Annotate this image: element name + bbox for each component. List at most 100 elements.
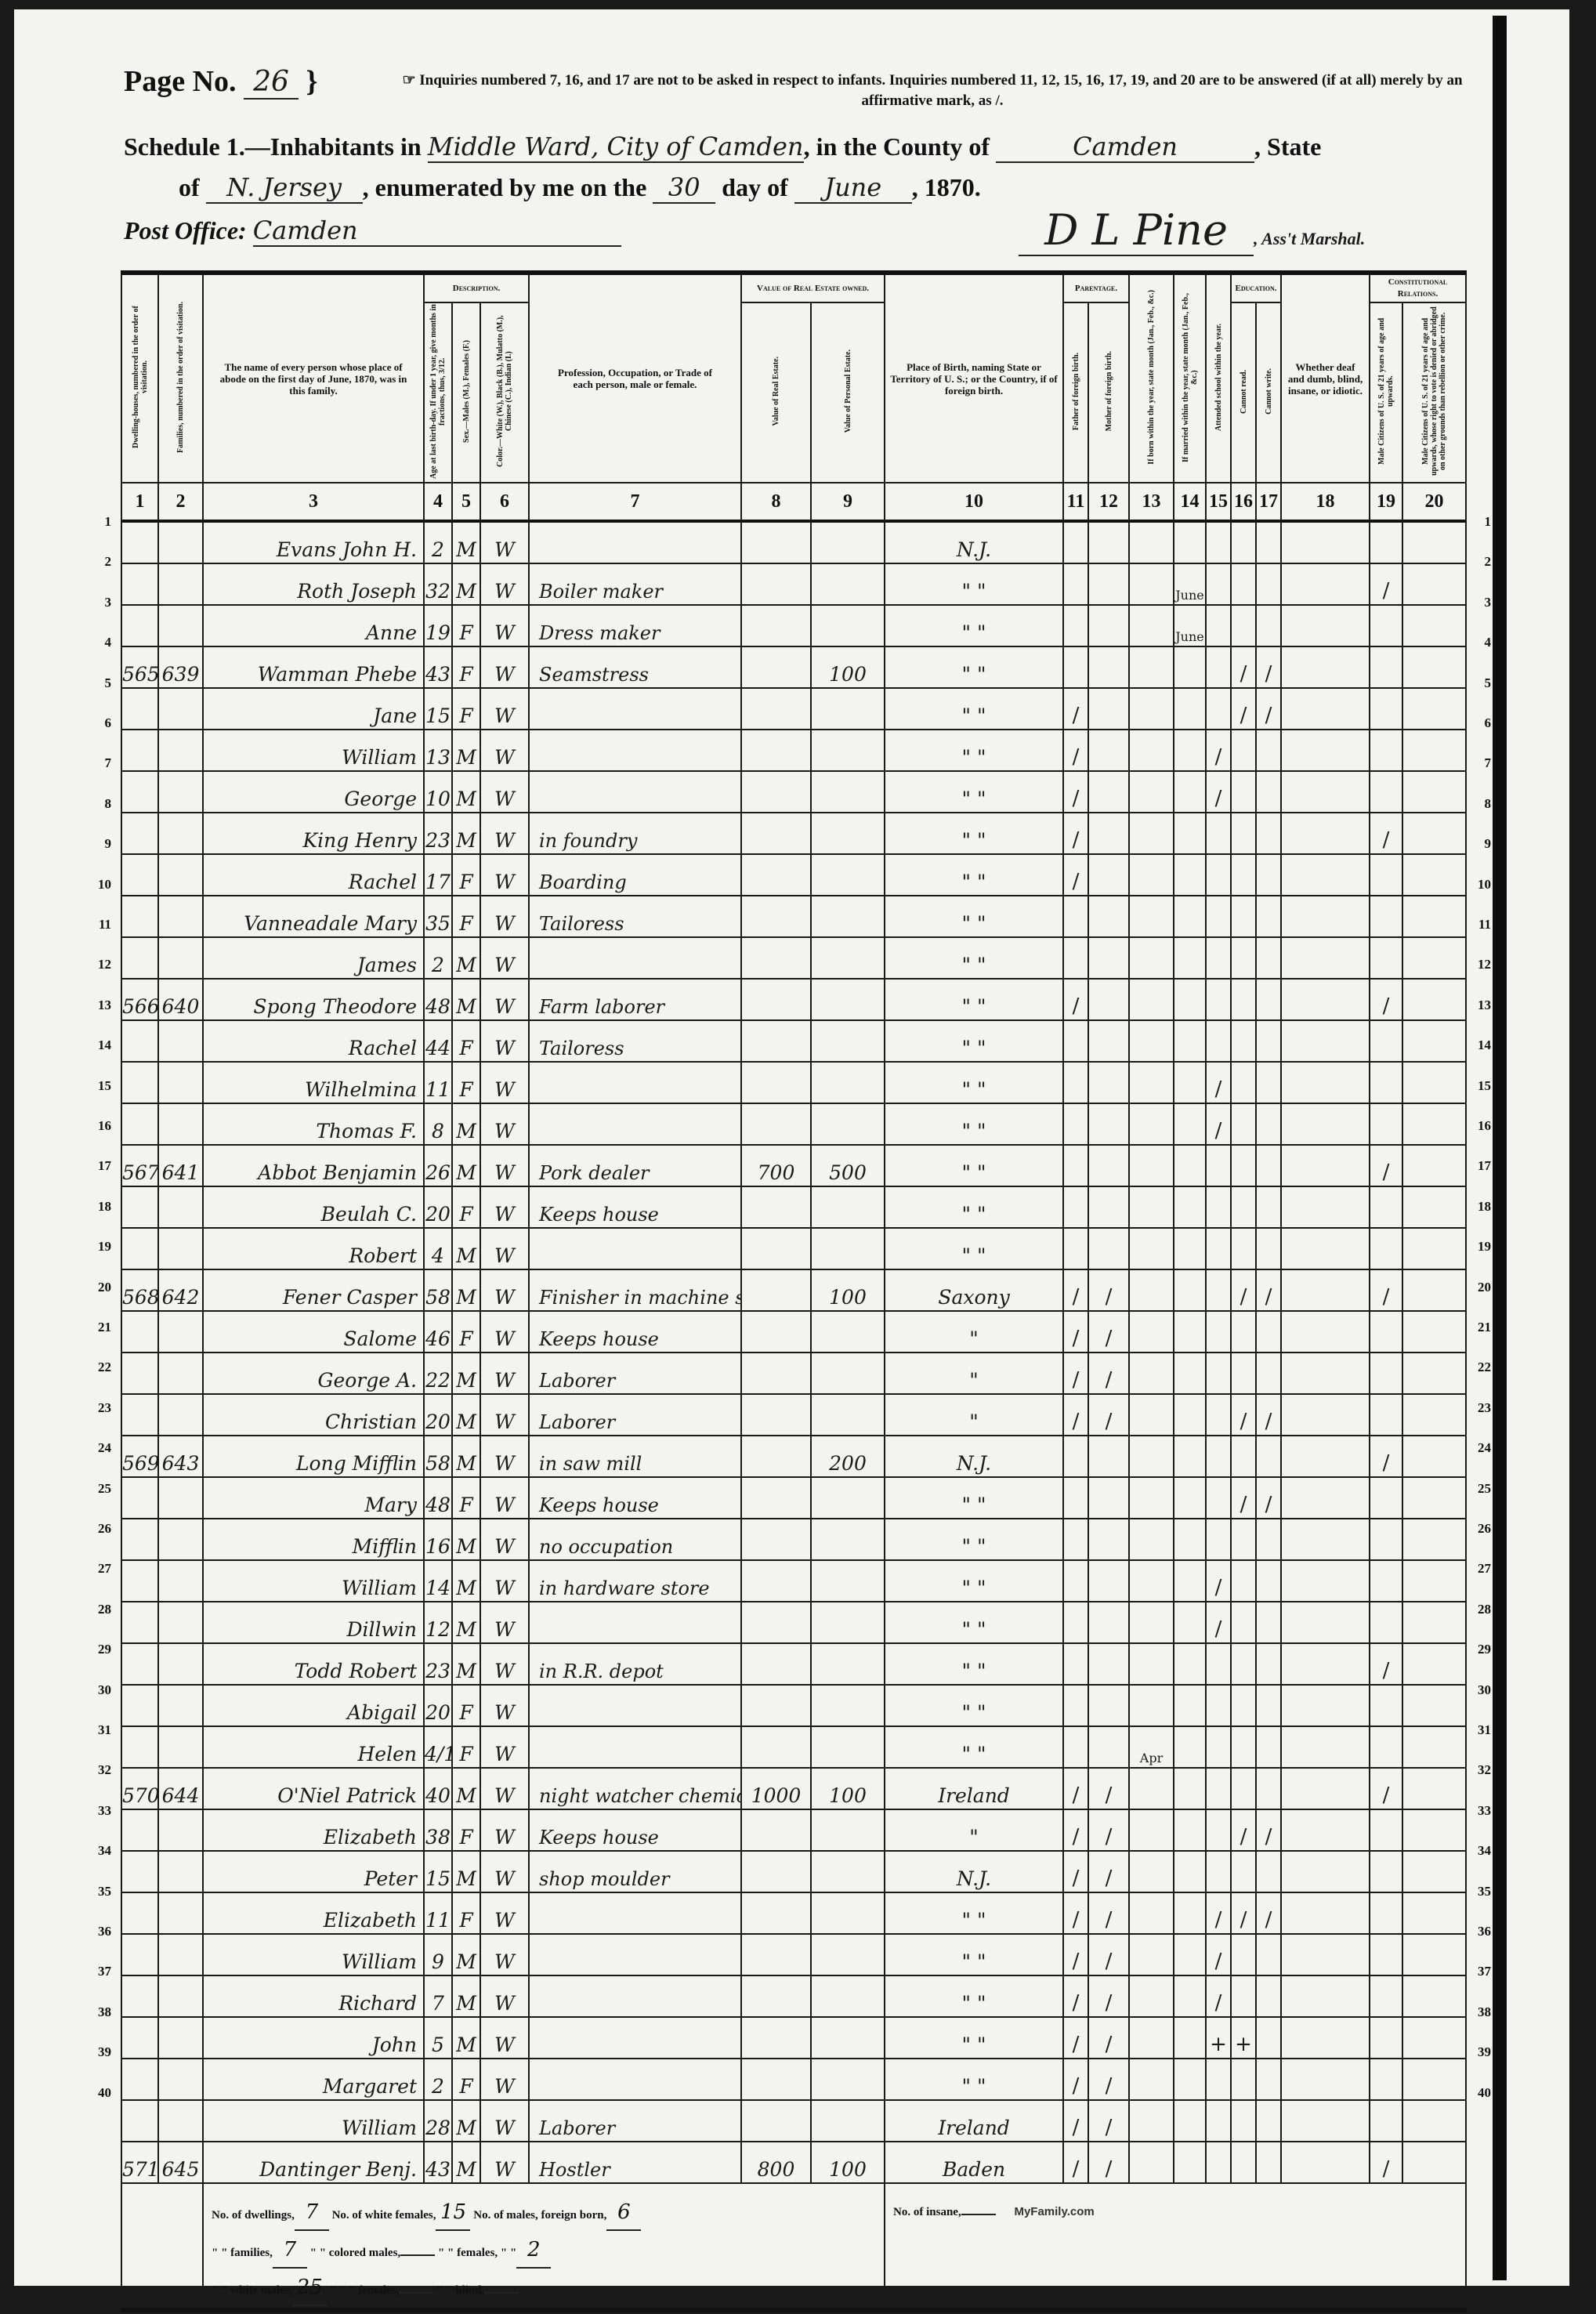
dwelling-number: 565 <box>121 646 159 689</box>
personal-estate-value: 100 <box>809 1269 886 1312</box>
cannot-read-mark <box>1230 1144 1258 1187</box>
birthplace: " " <box>884 1518 1065 1561</box>
real-estate-value <box>740 895 812 938</box>
sex: M <box>451 1559 481 1602</box>
table-row: 568 642 Fener Casper 58 M W Finisher in machin… <box>121 1269 1468 1312</box>
real-estate-value <box>740 1850 812 1893</box>
color: W <box>480 936 530 980</box>
cannot-write-mark <box>1255 563 1283 606</box>
mother-foreign-mark: / <box>1088 2058 1131 2101</box>
cannot-read-mark <box>1230 2141 1258 2184</box>
mother-foreign-mark: / <box>1088 1975 1131 2018</box>
sex: M <box>451 1269 481 1312</box>
attended-school-mark <box>1205 604 1232 647</box>
color: W <box>480 604 530 647</box>
father-foreign-mark: / <box>1062 1933 1090 1976</box>
real-estate-value <box>740 1933 812 1976</box>
line-number-right: 26 <box>1478 1521 1491 1536</box>
vote-denied-mark <box>1402 1061 1468 1104</box>
age: 17 <box>423 853 453 896</box>
line-number-left: 29 <box>98 1642 111 1657</box>
column-number: 19 <box>1369 482 1404 523</box>
color: W <box>480 812 530 855</box>
mother-foreign-mark: / <box>1088 1809 1131 1852</box>
cannot-write-mark <box>1255 1684 1283 1727</box>
disability <box>1280 978 1371 1021</box>
table-row: John 5 M W " " / / + + <box>121 2016 1468 2059</box>
family-number <box>157 687 204 730</box>
dwelling-number <box>121 1933 159 1976</box>
header-mother-foreign: Mother of foreign birth. <box>1088 302 1131 483</box>
born-month <box>1128 1684 1175 1727</box>
sex: F <box>451 1726 481 1769</box>
cannot-write-mark <box>1255 1144 1283 1187</box>
dwelling-number <box>121 2099 159 2142</box>
attended-school-mark <box>1205 936 1232 980</box>
personal-estate-value <box>809 895 886 938</box>
post-office-line: Post Office: Camden <box>124 215 621 247</box>
father-foreign-mark <box>1062 1186 1090 1229</box>
age: 2 <box>423 520 453 564</box>
attended-school-mark <box>1205 1809 1232 1852</box>
personal-estate-value <box>809 978 886 1021</box>
occupation: Hostler <box>528 2141 742 2184</box>
cannot-read-mark <box>1230 520 1258 564</box>
sex: M <box>451 1103 481 1146</box>
birthplace: " " <box>884 1103 1065 1146</box>
cannot-write-mark <box>1255 1352 1283 1395</box>
sex: M <box>451 1933 481 1976</box>
born-month <box>1128 1975 1175 2018</box>
dwelling-number <box>121 1518 159 1561</box>
cannot-write-mark <box>1255 1933 1283 1976</box>
father-foreign-mark <box>1062 936 1090 980</box>
born-month <box>1128 520 1175 564</box>
mother-foreign-mark <box>1088 1518 1131 1561</box>
census-table: Dwelling-houses, numbered in the order o… <box>121 270 1468 2312</box>
family-number <box>157 1809 204 1852</box>
table-row: Mary 48 F W Keeps house " " / / <box>121 1476 1468 1519</box>
family-number <box>157 1186 204 1229</box>
disability <box>1280 729 1371 772</box>
born-month <box>1128 1518 1175 1561</box>
cannot-write-mark: / <box>1255 1393 1283 1436</box>
cannot-read-mark <box>1230 604 1258 647</box>
occupation <box>528 687 742 730</box>
vote-denied-mark <box>1402 1144 1468 1187</box>
male-citizen-mark <box>1369 604 1404 647</box>
cannot-read-mark <box>1230 563 1258 606</box>
vote-denied-mark <box>1402 1310 1468 1353</box>
sex: M <box>451 1435 481 1478</box>
mother-foreign-mark <box>1088 1476 1131 1519</box>
father-foreign-mark <box>1062 604 1090 647</box>
line-number-left: 28 <box>98 1601 111 1617</box>
color: W <box>480 1933 530 1976</box>
mother-foreign-mark <box>1088 1227 1131 1270</box>
real-estate-value <box>740 1310 812 1353</box>
male-citizen-mark <box>1369 1186 1404 1229</box>
disability <box>1280 2099 1371 2142</box>
birthplace: " " <box>884 812 1065 855</box>
mother-foreign-mark: / <box>1088 1933 1131 1976</box>
disability <box>1280 853 1371 896</box>
male-citizen-mark <box>1369 1726 1404 1769</box>
person-name: Abigail <box>202 1684 425 1727</box>
dwelling-number: 567 <box>121 1144 159 1187</box>
real-estate-value <box>740 936 812 980</box>
occupation: Keeps house <box>528 1809 742 1852</box>
male-citizen-mark <box>1369 1393 1404 1436</box>
married-month <box>1173 1476 1207 1519</box>
marshal-signature: D L Pine <box>1019 205 1254 256</box>
person-name: William <box>202 2099 425 2142</box>
vote-denied-mark <box>1402 1393 1468 1436</box>
line-number-left: 17 <box>98 1158 111 1174</box>
occupation <box>528 1601 742 1644</box>
person-name: Dillwin <box>202 1601 425 1644</box>
male-citizen-mark <box>1369 1019 1404 1063</box>
real-estate-value <box>740 1435 812 1478</box>
header-attended-school: Attended school within the year. <box>1205 272 1232 483</box>
father-foreign-mark <box>1062 1559 1090 1602</box>
father-foreign-mark <box>1062 1103 1090 1146</box>
sex: M <box>451 2099 481 2142</box>
color: W <box>480 1559 530 1602</box>
column-number-row: 1 2 3 4 5 6 7 8 9 10 11 12 13 14 15 16 17 18 19 20 <box>121 482 1468 523</box>
